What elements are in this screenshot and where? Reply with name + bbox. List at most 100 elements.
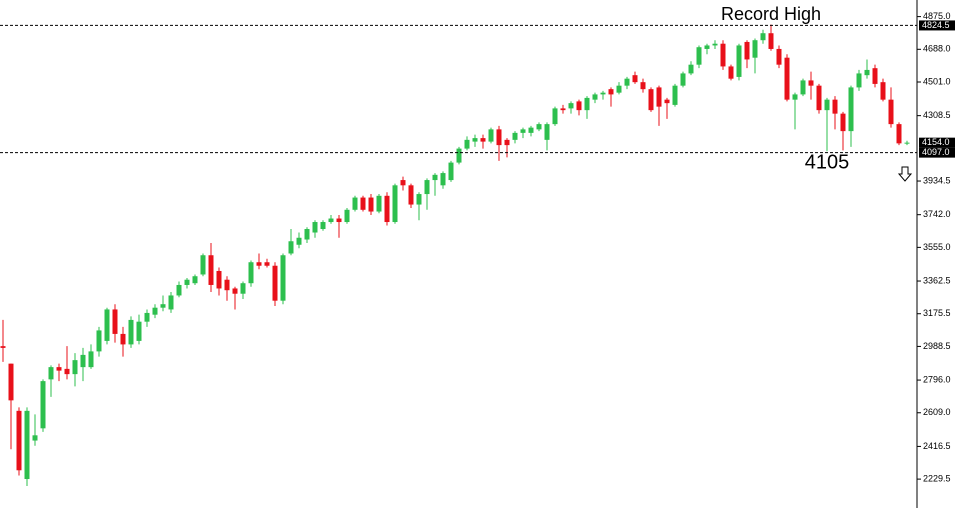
candle-body — [448, 162, 454, 181]
y-tick-label: 2988.5 — [923, 341, 951, 351]
y-tick-label: 3934.5 — [923, 175, 951, 185]
candle-body — [576, 101, 582, 111]
candle-body — [784, 57, 790, 100]
candle-body — [496, 129, 502, 146]
candle-body — [184, 279, 190, 285]
y-tick-label: 2416.5 — [923, 441, 951, 451]
candle-body — [48, 367, 54, 380]
candle-body — [336, 218, 342, 223]
candle-body — [384, 195, 390, 223]
candle-body — [248, 262, 254, 284]
candle-body — [112, 309, 118, 334]
candle-body — [440, 173, 446, 186]
candle-body — [640, 82, 646, 90]
candle-body — [272, 265, 278, 301]
candle-body — [656, 87, 662, 107]
candle-body — [568, 103, 574, 109]
candle-body — [424, 180, 430, 195]
candle-body — [552, 108, 558, 125]
candle-body — [880, 82, 886, 100]
candle-body — [432, 174, 438, 181]
candle-body — [608, 89, 614, 95]
candle-body — [176, 284, 182, 296]
candle-body — [120, 333, 126, 345]
y-tick-label: 3742.0 — [923, 209, 951, 219]
candle-body — [528, 127, 534, 133]
y-tick-label: 3362.5 — [923, 275, 951, 285]
candle-body — [360, 197, 366, 210]
y-tick-label: 4308.5 — [923, 110, 951, 120]
annotation: Record High — [721, 4, 821, 24]
candle-body — [840, 113, 846, 132]
candle-body — [776, 48, 782, 65]
candle-body — [752, 40, 758, 58]
candle-body — [664, 99, 670, 104]
candle-body — [40, 381, 46, 429]
candle-body — [824, 99, 830, 111]
candle-body — [632, 75, 638, 83]
candle-body — [712, 43, 718, 46]
candle-body — [536, 124, 542, 130]
candle-body — [592, 94, 598, 100]
annotation: 4105 — [805, 152, 850, 174]
candle-body — [136, 321, 142, 341]
candle-body — [768, 33, 774, 49]
candle-body — [888, 99, 894, 125]
candle-body — [472, 138, 478, 142]
level-label: 4154.0 — [922, 137, 950, 147]
candle-body — [408, 185, 414, 205]
candle-body — [648, 89, 654, 111]
candle-body — [392, 185, 398, 223]
candle-body — [624, 78, 630, 86]
candle-body — [304, 229, 310, 240]
candle-body — [680, 73, 686, 86]
candle-body — [104, 309, 110, 341]
level-label-box — [919, 147, 955, 158]
candle-body — [760, 33, 766, 41]
candle-body — [224, 279, 230, 291]
candle-body — [352, 197, 358, 210]
candle-body — [696, 47, 702, 65]
candle-body — [256, 262, 262, 266]
down-arrow — [897, 166, 913, 182]
candle-body — [456, 148, 462, 163]
candle-body — [368, 197, 374, 212]
candle-body — [72, 360, 78, 375]
candle-body — [864, 69, 870, 76]
candle-body — [200, 255, 206, 275]
candle-body — [504, 139, 510, 146]
candle-body — [64, 368, 70, 375]
candle-body — [560, 108, 566, 111]
y-tick-label: 2229.5 — [923, 473, 951, 483]
candle-body — [584, 97, 590, 111]
level-label: 4097.0 — [922, 147, 950, 157]
candle-body — [808, 80, 814, 86]
candle-body — [152, 307, 158, 315]
candle-body — [600, 92, 606, 95]
candle-body — [856, 73, 862, 88]
candle-body — [520, 129, 526, 133]
level-label-box — [919, 137, 955, 148]
candle-body — [488, 129, 494, 142]
y-tick-label: 3175.5 — [923, 308, 951, 318]
candle-body — [16, 410, 22, 471]
y-tick-label: 3555.0 — [923, 242, 951, 252]
candle-body — [192, 276, 198, 284]
y-tick-label: 4875.0 — [923, 11, 951, 21]
candle-body — [216, 270, 222, 289]
candle-body — [96, 330, 102, 352]
candle-body — [792, 94, 798, 100]
candle-body — [288, 241, 294, 254]
candle-body — [400, 180, 406, 186]
candle-body — [904, 142, 910, 144]
candle-body — [736, 45, 742, 77]
candle-body — [816, 85, 822, 111]
candle-body — [800, 80, 806, 95]
y-tick-label: 4501.0 — [923, 76, 951, 86]
candle-body — [240, 283, 246, 294]
candle-body — [56, 367, 62, 371]
y-tick-label: 4688.0 — [923, 44, 951, 54]
candle-body — [512, 132, 518, 140]
